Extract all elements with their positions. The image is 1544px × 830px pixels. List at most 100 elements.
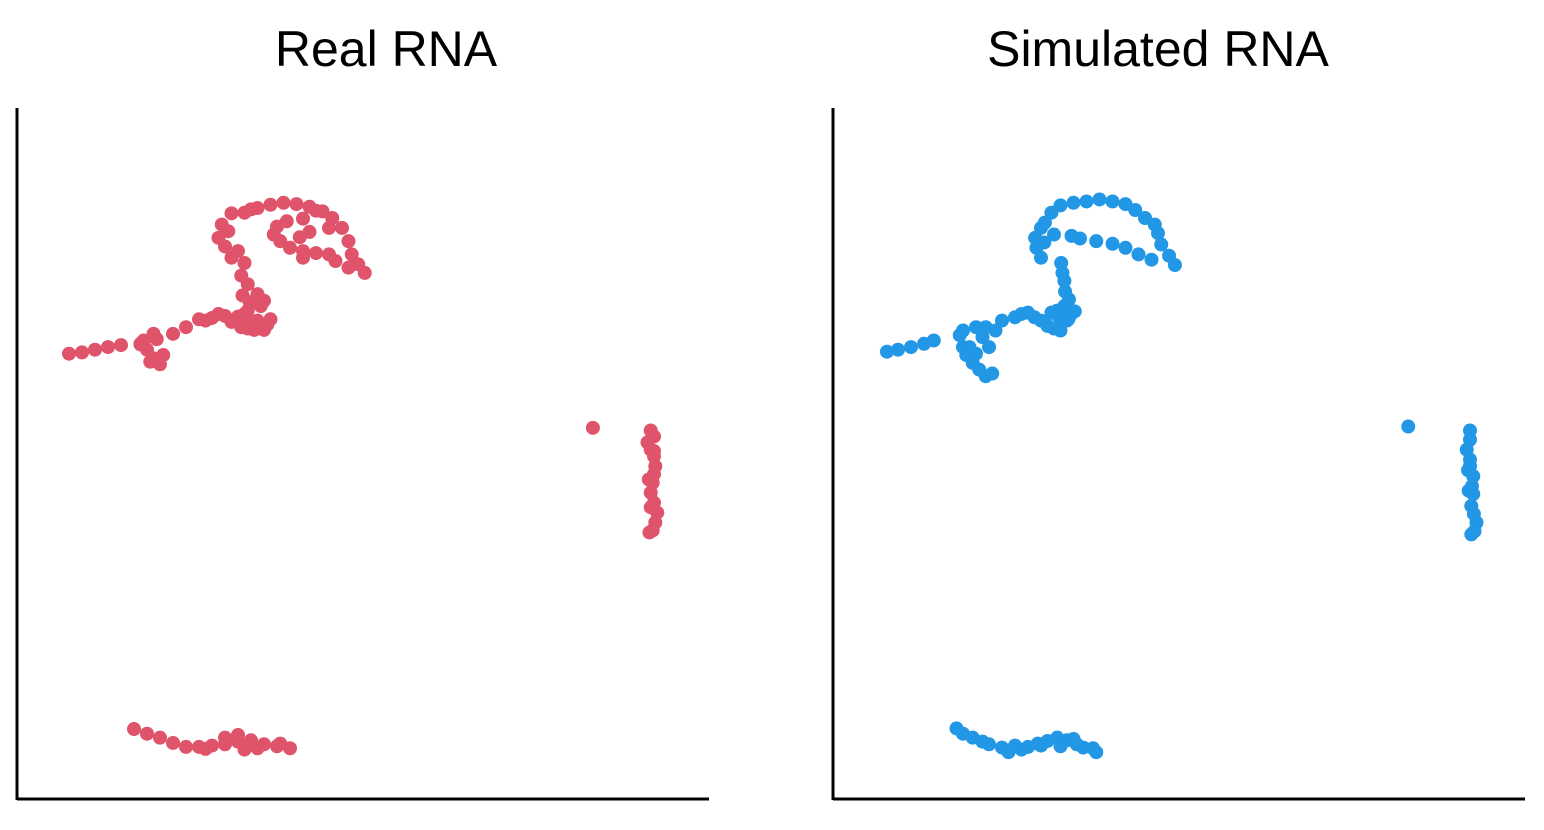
scatter-point <box>1064 228 1079 243</box>
scatter-point <box>62 346 76 361</box>
scatter-point <box>647 444 661 459</box>
scatter-point <box>166 735 180 750</box>
scatter-point <box>969 320 983 335</box>
scatter-point <box>1047 227 1061 242</box>
scatter-point <box>114 338 128 353</box>
scatter-point <box>1401 419 1416 434</box>
scatter-point <box>962 340 977 355</box>
scatter-point <box>643 500 658 515</box>
scatter-point <box>1079 194 1094 209</box>
scatter-point <box>250 741 265 756</box>
scatter-point <box>247 322 262 337</box>
scatter-point <box>975 330 990 345</box>
scatter-point <box>143 354 158 369</box>
scatter-point <box>289 197 304 212</box>
scatter-point <box>985 366 1000 381</box>
scatter-point <box>1128 203 1143 218</box>
scatter-point <box>273 736 288 751</box>
scatter-point <box>1054 256 1069 271</box>
scatter-point <box>279 214 294 229</box>
scatter-point <box>1034 738 1048 753</box>
scatter-point <box>1066 195 1081 210</box>
scatter-point <box>1044 305 1059 320</box>
scatter-point <box>357 265 372 280</box>
scatter-point <box>1151 226 1165 241</box>
scatter-point <box>1154 237 1169 252</box>
scatter-point <box>221 224 236 239</box>
scatter-point <box>1131 247 1146 262</box>
scatter-point <box>642 525 657 540</box>
scatter-point <box>988 323 1003 338</box>
scatter-point <box>891 342 905 357</box>
scatter-point <box>585 420 600 435</box>
scatter-point <box>1461 483 1476 498</box>
scatter-point <box>335 220 349 235</box>
scatter-point <box>1037 215 1052 230</box>
scatter-point <box>179 739 193 754</box>
scatter-point <box>235 288 250 303</box>
scatter-point <box>127 722 141 737</box>
scatter-point <box>276 195 291 210</box>
scatter-point <box>1053 739 1068 754</box>
scatter-point <box>982 737 996 752</box>
scatter-point <box>192 312 206 327</box>
data-points <box>879 192 1484 760</box>
scatter-point <box>198 741 213 756</box>
scatter-point <box>1144 252 1159 267</box>
scatter-point <box>322 247 336 262</box>
scatter-point <box>1089 745 1104 760</box>
scatter-point <box>1464 527 1479 542</box>
scatter-point <box>1092 192 1107 207</box>
scatter-point <box>237 256 252 271</box>
scatter-point <box>1066 731 1081 746</box>
scatter-point <box>149 332 164 347</box>
scatter-point <box>1461 463 1476 478</box>
scatter-point <box>88 342 102 357</box>
data-points <box>62 195 665 757</box>
chart-title: Real RNA <box>274 21 498 77</box>
scatter-plot-area <box>831 108 1525 801</box>
scatter-point <box>244 202 258 217</box>
scatter-point <box>296 211 310 226</box>
scatter-point <box>75 345 89 360</box>
scatter-point <box>224 206 239 221</box>
scatter-point <box>1105 236 1120 251</box>
scatter-point <box>234 268 249 283</box>
scatter-point <box>982 340 996 355</box>
scatter-point <box>344 247 359 262</box>
scatter-point <box>156 348 171 363</box>
scatter-point <box>956 323 970 338</box>
scatter-point <box>237 742 252 757</box>
scatter-point <box>879 344 894 359</box>
scatter-point <box>1008 738 1022 753</box>
scatter-point <box>140 726 154 741</box>
scatter-point <box>153 730 167 745</box>
scatter-point <box>224 250 239 265</box>
scatter-point <box>1167 257 1182 272</box>
scatter-point <box>133 336 148 351</box>
scatter-point <box>1053 198 1068 213</box>
scatter-point <box>309 203 323 218</box>
scatter-point <box>641 472 656 487</box>
right-scatter-panel: Simulated RNA <box>772 0 1544 830</box>
scatter-point <box>296 250 310 265</box>
scatter-point <box>341 234 356 249</box>
scatter-point <box>263 197 278 212</box>
scatter-point <box>904 340 918 355</box>
scatter-point <box>263 312 278 327</box>
scatter-point <box>1037 235 1052 250</box>
scatter-point <box>292 230 307 245</box>
scatter-point <box>231 728 245 743</box>
scatter-point <box>166 326 180 341</box>
scatter-point <box>253 299 268 314</box>
scatter-point <box>322 220 336 235</box>
scatter-plot-area <box>15 108 709 801</box>
scatter-point <box>1053 323 1068 338</box>
scatter-point <box>1118 240 1133 255</box>
scatter-point <box>1058 284 1073 299</box>
scatter-point <box>179 320 193 335</box>
left-scatter-panel: Real RNA <box>15 21 709 801</box>
scatter-point <box>995 313 1009 328</box>
scatter-point <box>101 340 115 355</box>
scatter-point <box>218 730 232 745</box>
